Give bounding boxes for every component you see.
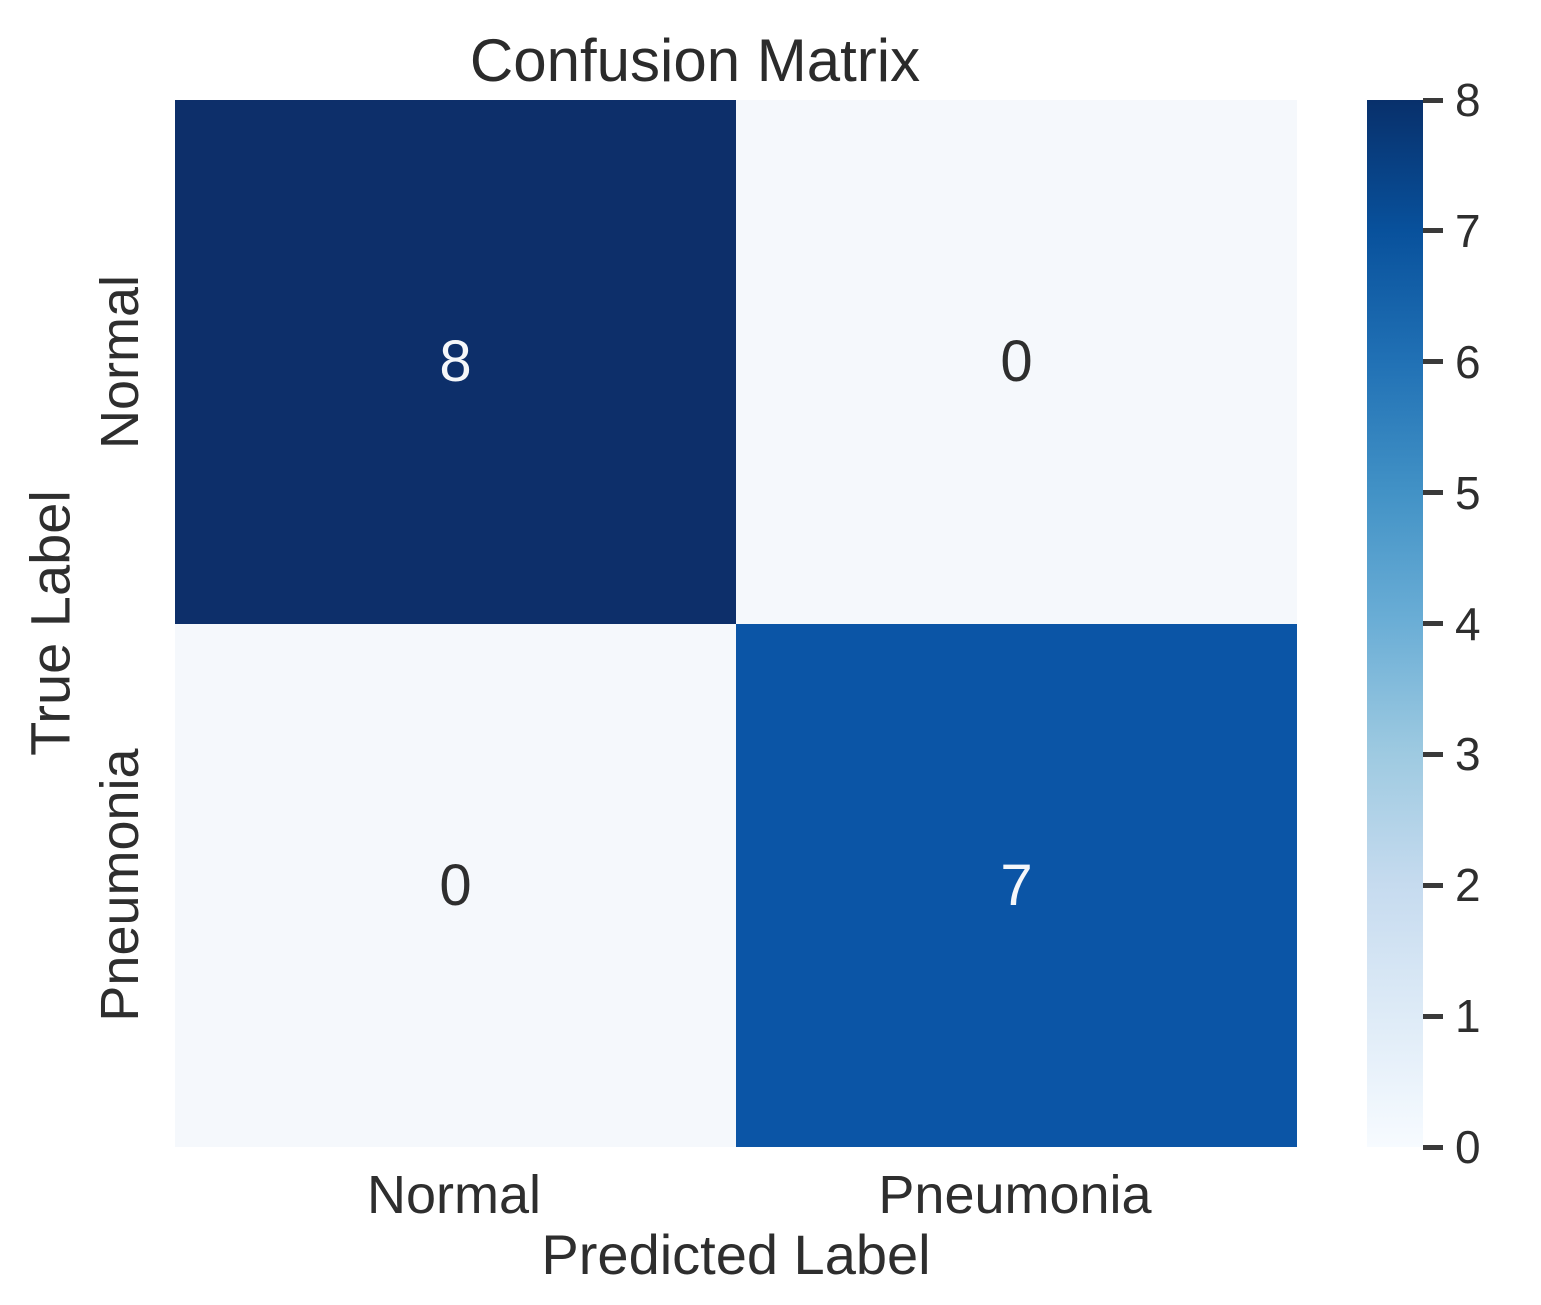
colorbar-tick-mark [1423,621,1443,626]
heatmap-cell-true-normal-pred-pneumonia: 0 [736,100,1297,624]
colorbar-tick: 3 [1423,731,1481,777]
y-tick-label-normal: Normal [90,274,150,450]
colorbar-tick: 4 [1423,601,1481,647]
colorbar-tick: 6 [1423,339,1481,385]
colorbar-tick: 1 [1423,993,1481,1039]
colorbar-tick: 8 [1423,77,1481,123]
colorbar-tick-label: 6 [1455,335,1481,388]
y-axis-title: True Label [18,490,82,756]
colorbar-tick-label: 5 [1455,466,1481,519]
colorbar-tick: 5 [1423,470,1481,516]
colorbar-tick-mark [1423,1013,1443,1019]
colorbar-tick-mark [1423,882,1443,888]
heatmap: 8 0 0 7 [175,100,1297,1147]
colorbar-tick-label: 0 [1455,1121,1481,1173]
colorbar-tick-label: 7 [1455,204,1481,257]
x-tick-label-normal: Normal [366,1165,542,1225]
colorbar-tick-label: 2 [1455,859,1481,912]
heatmap-cell-true-pneumonia-pred-normal: 0 [175,623,736,1147]
heatmap-cell-true-pneumonia-pred-pneumonia: 7 [736,623,1297,1147]
colorbar-tick: 0 [1423,1124,1481,1170]
colorbar-tick-mark [1423,228,1443,234]
chart-title: Confusion Matrix [469,27,921,94]
colorbar-tick-mark [1423,97,1443,103]
heatmap-cell-true-normal-pred-normal: 8 [175,100,736,624]
colorbar-tick-mark [1423,1144,1443,1150]
colorbar-tick-mark [1423,490,1443,496]
colorbar-tick-label: 1 [1455,990,1481,1043]
colorbar-gradient [1367,100,1423,1147]
y-tick-label-pneumonia: Pneumonia [90,748,150,1022]
colorbar-tick-mark [1423,751,1443,757]
colorbar-tick-label: 3 [1455,728,1481,781]
colorbar-ticks: 8 7 6 5 4 3 2 1 0 [1423,77,1541,1170]
colorbar-tick: 7 [1423,208,1481,254]
x-tick-label-pneumonia: Pneumonia [878,1165,1152,1225]
colorbar-tick-mark [1423,359,1443,365]
x-axis-title: Predicted Label [541,1223,931,1286]
colorbar-tick: 2 [1423,862,1481,908]
colorbar-tick-label: 4 [1455,597,1481,650]
colorbar-tick-label: 8 [1455,74,1481,126]
